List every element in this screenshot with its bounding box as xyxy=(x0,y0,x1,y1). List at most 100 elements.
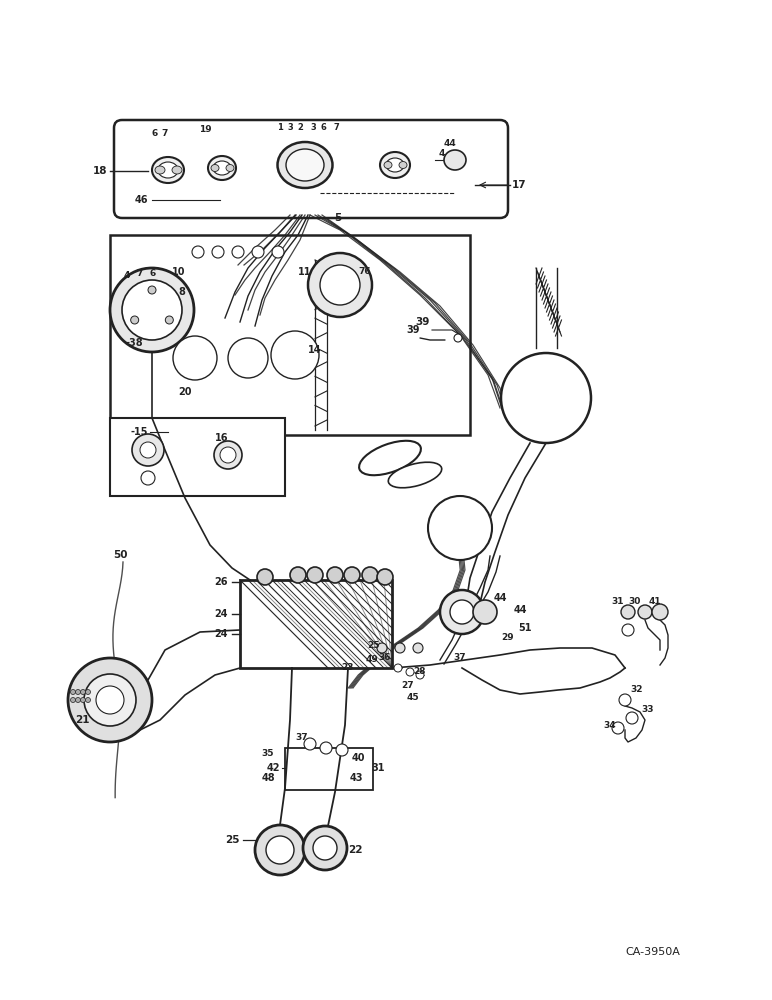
Text: 27: 27 xyxy=(401,680,415,690)
Text: 37: 37 xyxy=(296,734,308,742)
Circle shape xyxy=(80,690,86,694)
Text: 6: 6 xyxy=(152,128,158,137)
Text: 31: 31 xyxy=(611,597,625,606)
Text: 36: 36 xyxy=(379,654,391,662)
Circle shape xyxy=(313,836,337,860)
Text: 18: 18 xyxy=(93,166,107,176)
Text: 28: 28 xyxy=(413,668,425,676)
Ellipse shape xyxy=(172,166,182,174)
Text: -38: -38 xyxy=(125,338,143,348)
Ellipse shape xyxy=(213,161,231,175)
Circle shape xyxy=(652,604,668,620)
Bar xyxy=(115,300,152,308)
Text: 40: 40 xyxy=(351,753,364,763)
Bar xyxy=(285,748,373,790)
Circle shape xyxy=(165,316,174,324)
Circle shape xyxy=(130,316,139,324)
Circle shape xyxy=(80,698,86,702)
Ellipse shape xyxy=(384,161,392,168)
Text: 4: 4 xyxy=(124,270,130,279)
Circle shape xyxy=(440,590,484,634)
Circle shape xyxy=(413,643,423,653)
Ellipse shape xyxy=(208,156,236,180)
Ellipse shape xyxy=(386,158,404,172)
Circle shape xyxy=(212,246,224,258)
Bar xyxy=(110,235,470,435)
Circle shape xyxy=(232,246,244,258)
Text: 29: 29 xyxy=(502,634,514,643)
Text: 26: 26 xyxy=(215,577,228,587)
Circle shape xyxy=(140,442,156,458)
Circle shape xyxy=(622,624,634,636)
Circle shape xyxy=(192,246,204,258)
Text: 11: 11 xyxy=(298,267,311,277)
Ellipse shape xyxy=(152,157,184,183)
Circle shape xyxy=(132,434,164,466)
FancyBboxPatch shape xyxy=(114,120,508,218)
Circle shape xyxy=(450,600,474,624)
Text: 33: 33 xyxy=(642,706,654,714)
Text: 44: 44 xyxy=(513,605,527,615)
Circle shape xyxy=(122,280,182,340)
Circle shape xyxy=(70,698,76,702)
Text: 39: 39 xyxy=(415,317,430,327)
Circle shape xyxy=(344,567,360,583)
Circle shape xyxy=(173,336,217,380)
Text: 37: 37 xyxy=(454,654,466,662)
Bar xyxy=(325,260,355,276)
Text: 23: 23 xyxy=(342,664,354,672)
Circle shape xyxy=(395,643,405,653)
Circle shape xyxy=(501,353,591,443)
Text: 6: 6 xyxy=(150,269,156,278)
Circle shape xyxy=(68,658,152,742)
Circle shape xyxy=(394,664,402,672)
Text: 22: 22 xyxy=(348,845,363,855)
Circle shape xyxy=(228,338,268,378)
Text: 45: 45 xyxy=(407,694,419,702)
Text: 46: 46 xyxy=(134,195,148,205)
Text: 34: 34 xyxy=(604,720,616,730)
Circle shape xyxy=(76,690,80,694)
Circle shape xyxy=(70,690,76,694)
Circle shape xyxy=(320,265,360,305)
Circle shape xyxy=(257,569,273,585)
Circle shape xyxy=(86,690,90,694)
Text: 8: 8 xyxy=(178,287,185,297)
Text: 1: 1 xyxy=(277,122,283,131)
Text: 44: 44 xyxy=(493,593,506,603)
Ellipse shape xyxy=(380,152,410,178)
Text: 5: 5 xyxy=(334,213,342,223)
Text: 25: 25 xyxy=(225,835,240,845)
Ellipse shape xyxy=(211,164,219,172)
Circle shape xyxy=(377,643,387,653)
Circle shape xyxy=(96,686,124,714)
Circle shape xyxy=(272,246,284,258)
Text: -15: -15 xyxy=(130,427,148,437)
Ellipse shape xyxy=(155,166,165,174)
Circle shape xyxy=(619,694,631,706)
Text: 41: 41 xyxy=(648,597,662,606)
Circle shape xyxy=(320,742,332,754)
Circle shape xyxy=(290,567,306,583)
Text: 2: 2 xyxy=(297,122,303,131)
Circle shape xyxy=(307,567,323,583)
Circle shape xyxy=(214,441,242,469)
Text: 16: 16 xyxy=(215,433,229,443)
Circle shape xyxy=(148,286,156,294)
Text: 50: 50 xyxy=(113,550,127,560)
Circle shape xyxy=(327,567,343,583)
Circle shape xyxy=(220,447,236,463)
Circle shape xyxy=(76,698,80,702)
Text: 7: 7 xyxy=(334,122,339,131)
Text: 24: 24 xyxy=(215,629,228,639)
Text: 4: 4 xyxy=(438,148,445,157)
Text: 44: 44 xyxy=(444,138,456,147)
Text: 39: 39 xyxy=(407,325,420,335)
Text: CA-3950A: CA-3950A xyxy=(625,947,680,957)
Circle shape xyxy=(336,744,348,756)
Ellipse shape xyxy=(277,142,333,188)
Text: 31: 31 xyxy=(371,763,384,773)
Circle shape xyxy=(612,722,624,734)
Ellipse shape xyxy=(286,149,324,181)
Text: 43: 43 xyxy=(349,773,363,783)
